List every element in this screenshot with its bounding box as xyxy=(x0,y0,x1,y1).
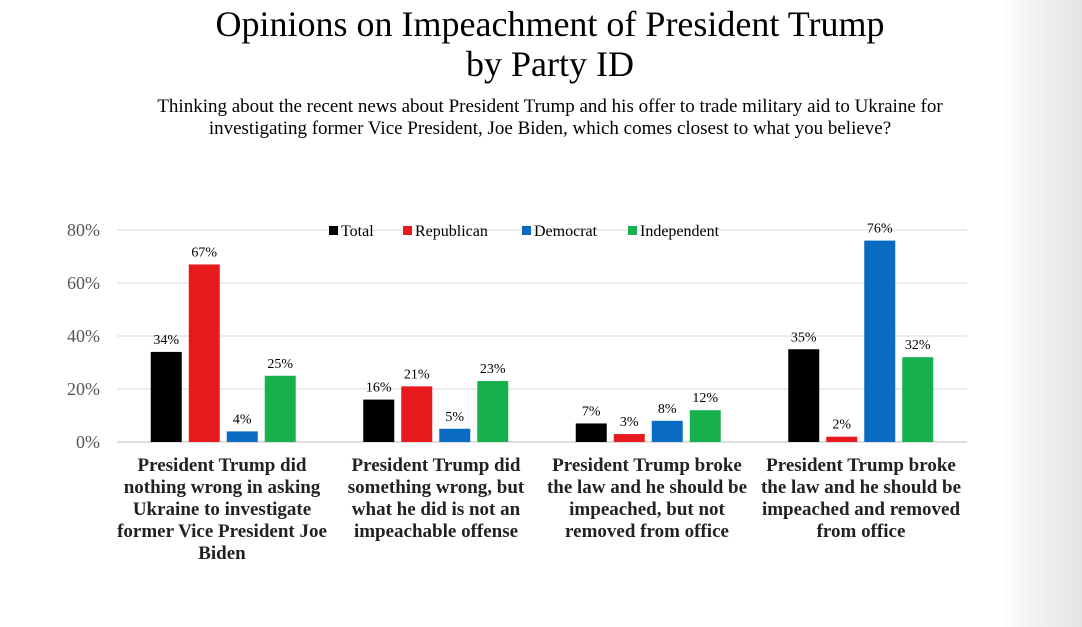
legend-swatch xyxy=(628,226,637,235)
data-label: 8% xyxy=(658,402,677,417)
bar xyxy=(613,434,645,442)
bar xyxy=(477,381,509,442)
data-label: 34% xyxy=(153,333,179,348)
legend-swatch xyxy=(522,226,531,235)
data-label: 2% xyxy=(832,418,851,433)
bar xyxy=(788,349,820,442)
legend-label: Democrat xyxy=(534,223,598,240)
legend-swatch xyxy=(329,226,338,235)
bar xyxy=(264,375,296,442)
y-tick-label: 80% xyxy=(67,220,100,240)
legend-label: Independent xyxy=(640,223,720,240)
data-label: 25% xyxy=(267,357,293,372)
bar xyxy=(150,351,182,442)
bar xyxy=(689,410,721,442)
chart-title-line-2: by Party ID xyxy=(466,44,634,84)
bar xyxy=(651,420,683,442)
y-tick-label: 20% xyxy=(67,379,100,399)
data-label: 76% xyxy=(867,222,893,237)
chart-subtitle-line-1: Thinking about the recent news about Pre… xyxy=(157,96,943,117)
category-label: President Trump broke the law and he sho… xyxy=(760,455,962,542)
bar xyxy=(826,436,858,442)
category-label: President Trump did something wrong, but… xyxy=(347,455,525,542)
data-label: 21% xyxy=(404,367,430,382)
chart-subtitle: Thinking about the recent news about Pre… xyxy=(80,96,1020,140)
y-tick-label: 60% xyxy=(67,273,100,293)
bar xyxy=(902,357,934,442)
bar xyxy=(401,386,433,442)
data-label: 67% xyxy=(191,245,217,260)
data-label: 12% xyxy=(692,391,718,406)
legend-label: Republican xyxy=(415,223,488,240)
bar xyxy=(363,399,395,442)
legend-swatch xyxy=(403,226,412,235)
category-label: President Trump broke the law and he sho… xyxy=(546,455,748,542)
y-tick-label: 40% xyxy=(67,326,100,346)
chart-title-line-1: Opinions on Impeachment of President Tru… xyxy=(215,4,885,44)
bar xyxy=(188,264,220,442)
data-label: 5% xyxy=(445,410,464,425)
data-label: 16% xyxy=(366,381,392,396)
bar xyxy=(575,423,607,442)
category-label: President Trump did nothing wrong in ask… xyxy=(117,455,327,564)
data-label: 7% xyxy=(582,404,601,419)
legend-label: Total xyxy=(341,223,374,240)
data-label: 32% xyxy=(905,338,931,353)
y-tick-label: 0% xyxy=(76,432,100,452)
bar xyxy=(864,240,896,442)
data-label: 35% xyxy=(791,330,817,345)
bar xyxy=(439,428,471,442)
data-label: 3% xyxy=(620,415,639,430)
data-label: 4% xyxy=(233,412,252,427)
chart-subtitle-line-2: investigating former Vice President, Joe… xyxy=(208,118,892,139)
chart-title: Opinions on Impeachment of President Tru… xyxy=(0,4,1082,84)
data-label: 23% xyxy=(480,362,506,377)
bar xyxy=(226,431,258,442)
